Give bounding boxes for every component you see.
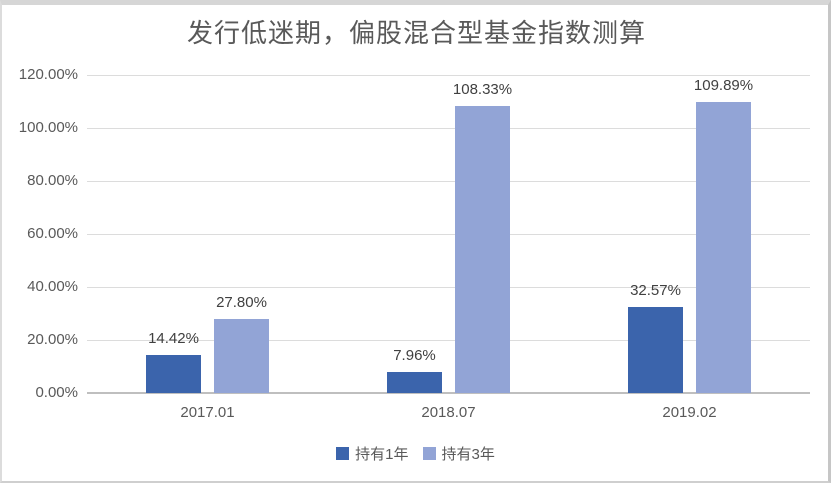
y-axis-tick-label: 0.00% xyxy=(35,384,78,401)
x-axis-category-label: 2017.01 xyxy=(180,404,235,421)
x-axis-category-label: 2018.07 xyxy=(421,404,476,421)
bar-持有3年-2017.01 xyxy=(214,319,269,393)
x-axis-category-label: 2019.02 xyxy=(662,404,717,421)
bar-value-label: 108.33% xyxy=(452,80,513,98)
bar-持有1年-2017.01 xyxy=(146,354,201,393)
legend: 持有1年 持有3年 xyxy=(0,443,831,464)
bar-value-label: 32.57% xyxy=(630,281,681,299)
gridline xyxy=(87,127,810,129)
legend-item: 持有1年 xyxy=(336,443,409,464)
bar-持有1年-2019.02 xyxy=(628,306,683,393)
legend-label: 持有3年 xyxy=(441,446,495,463)
y-axis-tick-label: 100.00% xyxy=(18,119,78,136)
x-axis-line xyxy=(87,392,810,394)
bar-value-label: 7.96% xyxy=(393,346,436,364)
gridline xyxy=(87,339,810,341)
y-axis-tick-label: 120.00% xyxy=(18,66,78,83)
bar-持有3年-2019.02 xyxy=(696,101,751,393)
chart-title: 发行低迷期，偏股混合型基金指数测算 xyxy=(186,18,646,48)
bar-value-label: 109.89% xyxy=(693,76,754,94)
y-axis-tick-label: 20.00% xyxy=(27,331,78,348)
gridline xyxy=(87,233,810,235)
bar-持有3年-2018.07 xyxy=(455,105,510,393)
y-axis-tick-label: 40.00% xyxy=(27,278,78,295)
bar-value-label: 14.42% xyxy=(148,329,199,347)
legend-label: 持有1年 xyxy=(355,446,409,463)
y-axis-tick-label: 60.00% xyxy=(27,225,78,242)
legend-swatch xyxy=(336,447,350,460)
gridline xyxy=(87,180,810,182)
legend-swatch xyxy=(422,447,436,460)
gridline xyxy=(87,74,810,76)
legend-item: 持有3年 xyxy=(422,443,495,464)
y-axis-tick-label: 80.00% xyxy=(27,172,78,189)
bar-value-label: 27.80% xyxy=(216,294,267,312)
gridline xyxy=(87,286,810,288)
bar-持有1年-2018.07 xyxy=(387,371,442,393)
